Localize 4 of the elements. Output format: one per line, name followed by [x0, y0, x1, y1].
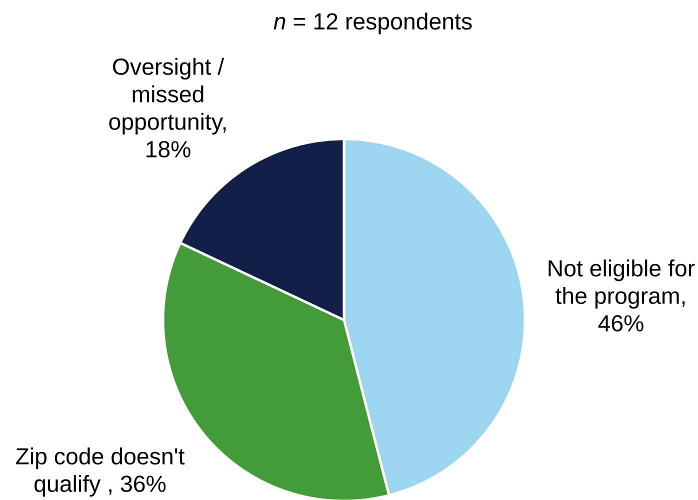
- data-label: Zip code doesn't qualify , 36%: [16, 447, 185, 497]
- data-label: Not eligible for the program, 46%: [548, 259, 695, 332]
- chart-title: n = 12 respondents: [274, 12, 472, 34]
- data-label: Oversight / missed opportunity, 18%: [109, 58, 226, 158]
